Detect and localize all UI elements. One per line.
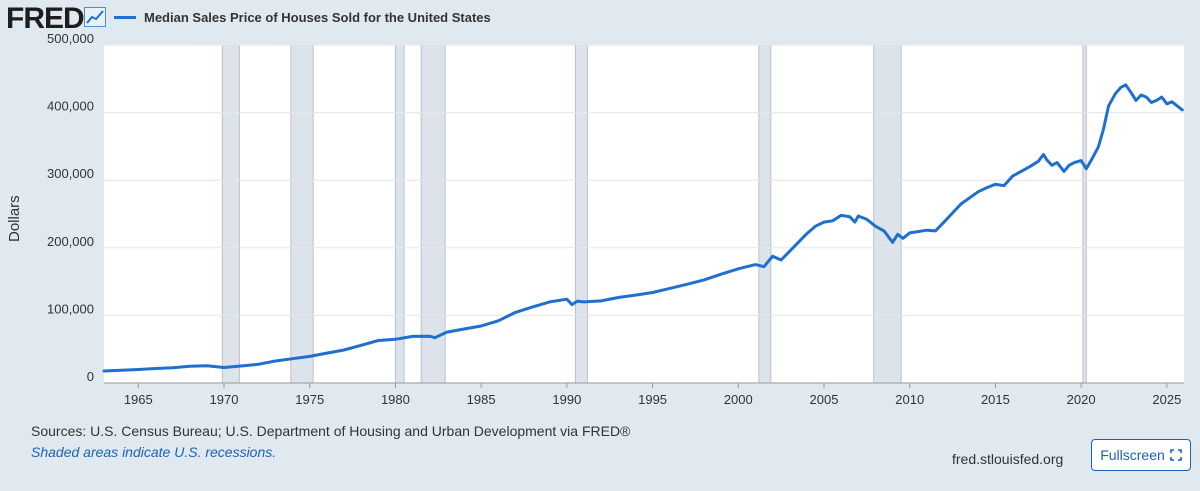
x-tick-label: 1980	[381, 392, 410, 407]
x-tick-label: 1995	[638, 392, 667, 407]
x-tick-label: 2015	[981, 392, 1010, 407]
fred-logo: FRED	[6, 2, 85, 35]
y-tick-label: 300,000	[47, 166, 94, 181]
recession-band	[758, 44, 772, 384]
x-tick-label: 2025	[1152, 392, 1181, 407]
x-tick-label: 1975	[295, 392, 324, 407]
trend-line-icon	[84, 7, 106, 27]
fullscreen-icon	[1169, 449, 1182, 461]
chart-legend: Median Sales Price of Houses Sold for th…	[114, 10, 491, 25]
x-tick-label: 2000	[724, 392, 753, 407]
line-chart: 0 100,000 200,000 300,000 400,000 500,000 196…	[47, 31, 1184, 407]
recession-note: Shaded areas indicate U.S. recessions.	[31, 444, 277, 460]
site-url: fred.stlouisfed.org	[952, 451, 1064, 467]
recession-band	[420, 44, 446, 384]
recession-band	[1082, 44, 1087, 384]
recession-shading	[221, 44, 1087, 384]
plot-area	[104, 45, 1184, 383]
recession-band	[221, 44, 240, 384]
fullscreen-button[interactable]: Fullscreen	[1091, 439, 1191, 471]
recession-band	[574, 44, 588, 384]
x-tick-label: 1965	[124, 392, 153, 407]
y-tick-label: 500,000	[47, 31, 94, 46]
sources-text: Sources: U.S. Census Bureau; U.S. Depart…	[31, 423, 631, 439]
y-tick-label: 100,000	[47, 301, 94, 316]
series-line	[102, 83, 1184, 373]
x-tick-label: 2020	[1067, 392, 1096, 407]
x-tick-label: 1970	[210, 392, 239, 407]
x-tick-label: 2010	[895, 392, 924, 407]
y-axis-ticks: 0 100,000 200,000 300,000 400,000 500,000	[47, 31, 94, 384]
recession-band	[873, 44, 902, 384]
x-tick-label: 1985	[467, 392, 496, 407]
y-tick-label: 400,000	[47, 99, 94, 114]
y-tick-label: 0	[87, 369, 94, 384]
x-tick-label: 1990	[552, 392, 581, 407]
y-tick-label: 200,000	[47, 234, 94, 249]
fullscreen-label: Fullscreen	[1100, 447, 1165, 463]
legend-label: Median Sales Price of Houses Sold for th…	[144, 10, 491, 25]
recession-band	[290, 44, 314, 384]
x-axis-ticks: 1965 1970 1975 1980 1985 1990 1995 2000 2005 2010…	[104, 382, 1184, 407]
recession-band	[394, 44, 405, 384]
x-tick-label: 2005	[810, 392, 839, 407]
legend-swatch	[114, 16, 136, 19]
